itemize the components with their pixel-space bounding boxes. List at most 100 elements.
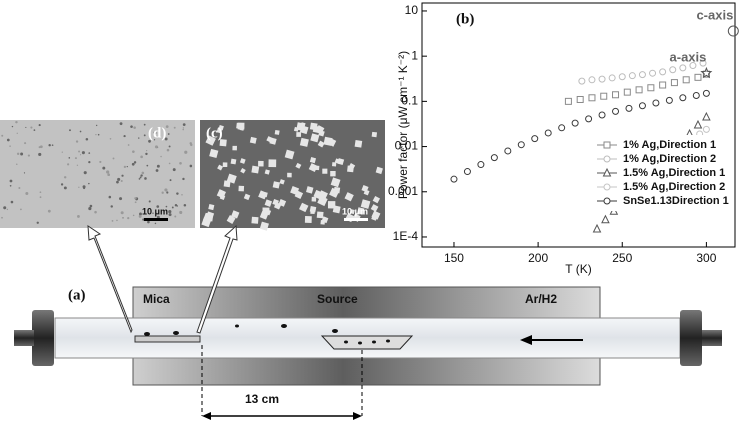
speck	[168, 213, 172, 217]
mica-label: Mica	[143, 292, 170, 306]
point	[652, 99, 660, 107]
point	[504, 147, 512, 155]
crystal	[273, 202, 282, 210]
crystal	[258, 190, 268, 200]
speck	[16, 163, 18, 166]
point	[635, 86, 643, 94]
y-tick-label: 0.001	[388, 184, 418, 198]
speck	[138, 137, 140, 139]
speck	[16, 132, 18, 134]
speck	[79, 154, 82, 156]
point	[588, 94, 596, 102]
crystal	[295, 162, 302, 169]
speck	[153, 139, 156, 141]
crystal	[372, 195, 381, 204]
crystal	[304, 216, 312, 223]
speck	[16, 152, 20, 156]
speck	[140, 155, 143, 159]
speck	[107, 173, 111, 177]
speck	[112, 157, 115, 160]
micrograph-label: (c)	[206, 125, 223, 141]
crystal	[375, 166, 383, 175]
speck	[39, 145, 43, 149]
point	[463, 168, 471, 176]
x-tick-label: 150	[444, 251, 464, 265]
speck	[63, 176, 67, 179]
scale-bar	[344, 218, 368, 221]
speck	[75, 140, 79, 143]
crystal	[294, 190, 304, 199]
speck	[76, 164, 79, 166]
speck	[156, 205, 160, 208]
crystal	[331, 162, 337, 167]
point	[601, 214, 610, 224]
particles	[144, 324, 390, 345]
point	[531, 135, 539, 143]
speck	[39, 191, 42, 194]
speck	[99, 160, 102, 164]
crystal	[309, 157, 317, 164]
point	[603, 197, 611, 205]
y-tick-label: 0.01	[395, 139, 419, 153]
speck	[182, 127, 185, 129]
scale-text: 10 μm	[142, 206, 168, 216]
point	[665, 96, 673, 104]
speck	[78, 150, 81, 153]
speck	[183, 204, 187, 207]
point	[564, 97, 572, 105]
panel-label: (a)	[68, 287, 86, 303]
crystal	[299, 202, 309, 213]
point	[628, 72, 636, 80]
point	[612, 91, 620, 99]
crystal	[249, 136, 257, 144]
crystal	[308, 163, 318, 173]
crystal	[284, 149, 295, 160]
crystal	[216, 189, 226, 199]
crystal	[344, 192, 354, 202]
speck	[106, 170, 110, 174]
speck	[120, 179, 123, 183]
speck	[119, 197, 123, 201]
point	[659, 81, 667, 89]
crystal	[208, 204, 215, 211]
speck	[121, 174, 124, 177]
point	[649, 69, 657, 77]
speck	[36, 221, 39, 224]
speck	[174, 203, 178, 207]
point	[679, 64, 687, 72]
point	[588, 76, 596, 84]
crystal	[238, 185, 245, 192]
point	[682, 76, 690, 84]
speck	[179, 210, 183, 215]
point	[694, 73, 702, 81]
speck	[127, 217, 130, 220]
speck	[141, 171, 145, 175]
end-cap	[702, 330, 722, 346]
speck	[77, 215, 80, 218]
y-axis-label: Power factor (μW cm⁻¹ K⁻²)	[396, 51, 410, 199]
scale-bar	[144, 218, 168, 221]
speck	[161, 191, 164, 194]
speck	[173, 126, 176, 129]
end-cap	[14, 330, 34, 346]
speck	[166, 191, 169, 194]
crystal	[371, 210, 381, 220]
speck	[167, 133, 170, 135]
speck	[169, 179, 172, 182]
speck	[83, 171, 87, 175]
point	[625, 104, 633, 112]
speck	[9, 179, 13, 183]
point	[603, 141, 611, 149]
speck	[138, 178, 141, 180]
crystal	[287, 172, 292, 178]
crystal	[223, 180, 231, 188]
crystal	[251, 216, 259, 224]
point	[618, 73, 626, 81]
speck	[127, 144, 130, 146]
crystal	[337, 158, 345, 166]
speck	[139, 176, 142, 179]
crystal	[251, 165, 260, 174]
speck	[67, 163, 70, 166]
point	[598, 111, 606, 119]
x-tick-label: 300	[696, 251, 716, 265]
